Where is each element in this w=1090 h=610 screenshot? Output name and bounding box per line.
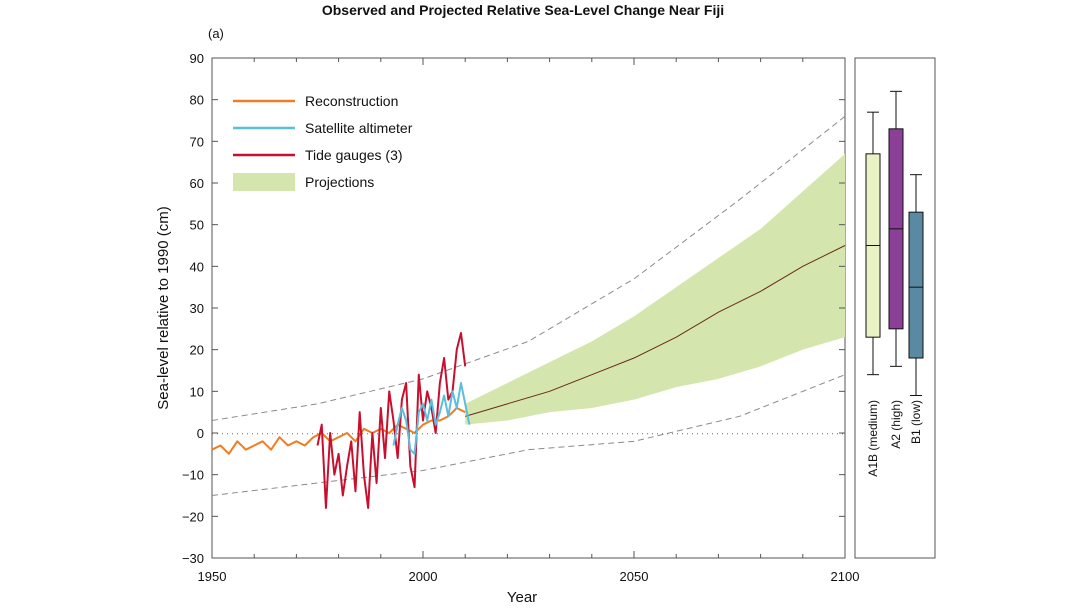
x-tick-label: 2050 — [620, 569, 649, 584]
y-tick-label: −30 — [182, 551, 204, 566]
x-tick-label: 1950 — [198, 569, 227, 584]
reconstruction-line — [211, 407, 466, 455]
box-label: B1 (low) — [909, 400, 923, 444]
upper-bound-dashed-line — [211, 115, 846, 421]
projection-layer — [465, 153, 846, 425]
box-label: A1B (medium) — [866, 400, 880, 477]
y-tick-label: 0 — [197, 426, 204, 441]
x-tick-label: 2100 — [831, 569, 860, 584]
y-tick-label: −20 — [182, 509, 204, 524]
box-label: A2 (high) — [889, 400, 903, 449]
satellite-altimeter-line — [392, 382, 471, 455]
projection-median-line — [465, 245, 846, 417]
y-tick-label: 30 — [190, 301, 204, 316]
legend-label: Tide gauges (3) — [305, 147, 403, 163]
tide-gauges-line — [316, 332, 467, 509]
y-tick-label: 40 — [190, 259, 204, 274]
y-axis-label: Sea-level relative to 1990 (cm) — [155, 206, 172, 409]
x-axis: 1950 2000 2050 2100 — [198, 58, 860, 584]
lower-bound-dashed-line — [211, 374, 846, 496]
y-tick-label: 10 — [190, 384, 204, 399]
y-tick-label: 90 — [190, 51, 204, 66]
observed-series-layer — [211, 332, 471, 509]
panel-label: (a) — [208, 26, 224, 41]
x-tick-label: 2000 — [409, 569, 438, 584]
legend-label: Reconstruction — [305, 93, 398, 109]
projection-band — [465, 153, 845, 425]
dashed-bounds-layer — [211, 115, 846, 496]
y-tick-label: 70 — [190, 134, 204, 149]
y-tick-label: 80 — [190, 93, 204, 108]
legend-label: Satellite altimeter — [305, 120, 413, 136]
x-axis-label: Year — [507, 589, 537, 605]
y-tick-label: 20 — [190, 343, 204, 358]
box-iqr — [908, 211, 924, 359]
legend-label: Projections — [305, 174, 374, 190]
legend-swatch-projections — [233, 173, 295, 191]
legend: Reconstruction Satellite altimeter Tide ga… — [233, 93, 413, 191]
y-tick-label: 60 — [190, 176, 204, 191]
y-tick-label: 50 — [190, 218, 204, 233]
main-plot: 90 80 70 60 50 40 30 20 10 0 −10 −20 −30 1950 2000 205… — [155, 51, 861, 606]
y-tick-label: −10 — [182, 468, 204, 483]
box-plot-panel: A1B (medium) A2 (high) B1 (low) — [854, 57, 936, 559]
chart-title: Observed and Projected Relative Sea-Leve… — [322, 2, 724, 18]
